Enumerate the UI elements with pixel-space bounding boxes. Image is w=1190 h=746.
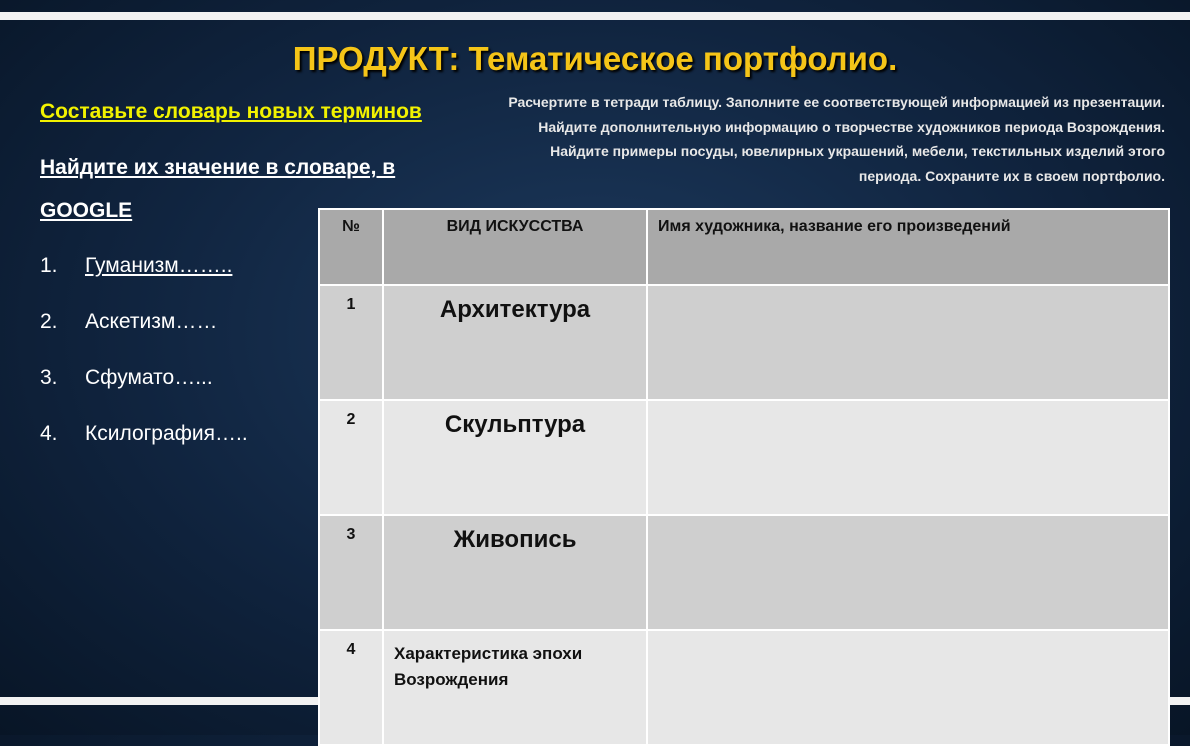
term-text: Сфумато…... — [85, 366, 213, 389]
header-cell: № — [318, 208, 384, 286]
portfolio-table: № ВИД ИСКУССТВА Имя художника, название … — [318, 208, 1170, 746]
artist-cell — [646, 514, 1170, 631]
row-number: 4 — [318, 629, 384, 746]
task-heading: Составьте словарь новых терминов — [40, 100, 422, 123]
header-cell: ВИД ИСКУССТВА — [382, 208, 648, 286]
row-number: 1 — [318, 284, 384, 401]
header-cell: Имя художника, название его произведений — [646, 208, 1170, 286]
term-text: Аскетизм…… — [85, 310, 218, 333]
term-number: 1. — [40, 254, 58, 277]
table-row: 3 Живопись — [318, 514, 1170, 631]
artist-cell — [646, 629, 1170, 746]
term-text: Гуманизм…….. — [85, 254, 233, 277]
term-number: 2. — [40, 310, 58, 333]
art-type: Скульптура — [382, 399, 648, 516]
term-number: 4. — [40, 422, 58, 445]
instruction: Расчертите в тетради таблицу. Заполните … — [508, 94, 1165, 110]
term-number: 3. — [40, 366, 58, 389]
term-list: 1. Гуманизм…….. 2. Аскетизм…… 3. Сфумато…... 4… — [40, 254, 248, 478]
artist-cell — [646, 284, 1170, 401]
art-type: Архитектура — [382, 284, 648, 401]
row-number: 3 — [318, 514, 384, 631]
slide-title: ПРОДУКТ: Тематическое портфолио. — [292, 40, 898, 77]
art-type: Живопись — [382, 514, 648, 631]
instructions: Расчертите в тетради таблицу. Заполните … — [505, 90, 1165, 188]
table-body: 1 Архитектура 2 Скульптура 3 Живопись 4 Характе… — [318, 284, 1170, 746]
term: 3. Сфумато…... — [40, 366, 248, 422]
term: 2. Аскетизм…… — [40, 310, 248, 366]
instruction: Найдите дополнительную информацию о твор… — [538, 118, 1165, 184]
find-heading: Найдите их значение в словаре, в — [40, 156, 396, 179]
term: 1. Гуманизм…….. — [40, 254, 248, 310]
table-row: 2 Скульптура — [318, 399, 1170, 516]
art-type: Характеристика эпохи Возрождения — [382, 629, 648, 746]
table-row: 4 Характеристика эпохи Возрождения — [318, 629, 1170, 746]
top-band — [0, 12, 1190, 20]
term: 4. Ксилография….. — [40, 422, 248, 478]
term-text: Ксилография….. — [85, 422, 248, 445]
find-heading: GOOGLE — [40, 199, 133, 222]
row-number: 2 — [318, 399, 384, 516]
header-row: № ВИД ИСКУССТВА Имя художника, название … — [318, 208, 1170, 286]
artist-cell — [646, 399, 1170, 516]
table-row: 1 Архитектура — [318, 284, 1170, 401]
